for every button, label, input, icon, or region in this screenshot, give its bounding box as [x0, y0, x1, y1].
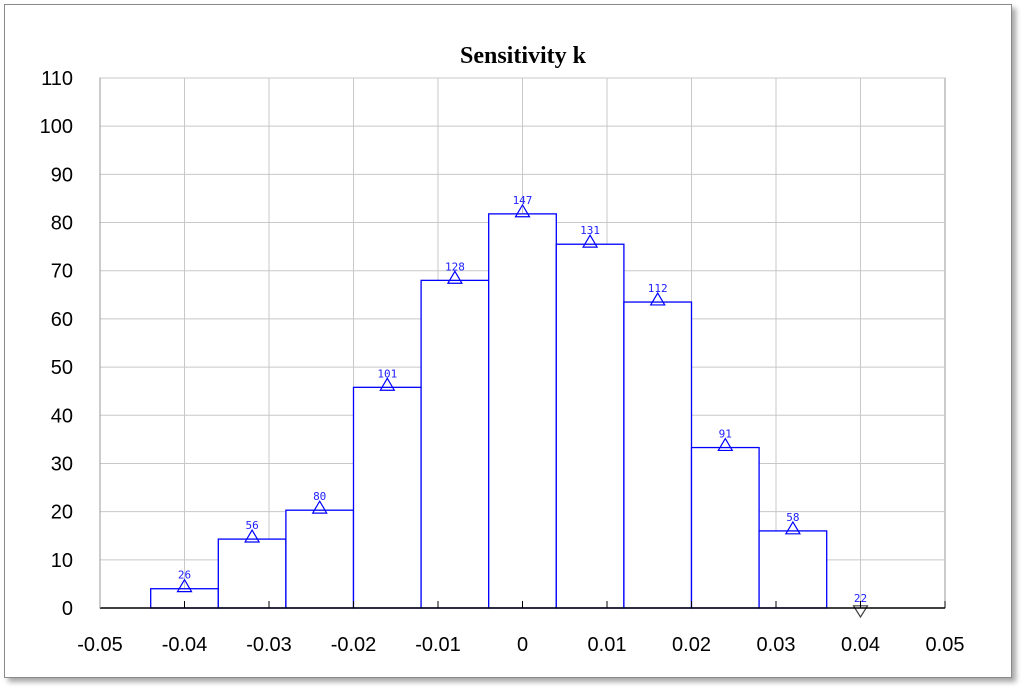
histogram-bar [623, 301, 693, 609]
count-markers: 26 56 80 101 128 147 131 112 91 58 22 [176, 194, 869, 619]
bin-count-label: 131 [580, 224, 600, 237]
x-tick-label: 0.05 [926, 634, 965, 656]
y-tick-label: 20 [51, 502, 73, 524]
triangle-marker [446, 270, 463, 284]
bin-count-label: 112 [648, 282, 668, 295]
x-tick-label: -0.01 [415, 634, 461, 656]
triangle-marker [582, 234, 599, 248]
bin-count-label: 26 [178, 569, 191, 582]
x-axis-tick-labels: -0.05 -0.04 -0.03 -0.02 -0.01 0 0.01 0.02 0.03 0.… [77, 634, 964, 656]
triangle-marker [514, 203, 531, 218]
x-tick-label: 0.01 [588, 634, 627, 656]
histogram-bar [758, 530, 828, 609]
x-tick-label: -0.05 [77, 634, 123, 656]
extra-count-label: 22 [854, 592, 867, 605]
chart-frame: Sensitivity k 26 56 80 101 128 147 131 112 91 58 2… [4, 4, 1012, 678]
triangle-marker [311, 500, 328, 514]
bin-count-label: 56 [245, 519, 258, 532]
triangle-marker [244, 528, 261, 543]
x-tick-label: 0 [517, 634, 528, 656]
histogram-bar [285, 509, 355, 609]
bin-count-label: 101 [377, 367, 397, 380]
y-tick-label: 80 [51, 213, 73, 235]
y-tick-label: 0 [62, 598, 73, 620]
y-tick-label: 40 [51, 405, 73, 427]
histogram-bar [420, 279, 490, 609]
y-tick-label: 90 [51, 164, 73, 186]
x-tick-label: 0.03 [757, 634, 796, 656]
histogram-bar [488, 213, 557, 609]
y-tick-label: 60 [51, 309, 73, 331]
y-axis-tick-labels: 0 10 20 30 40 50 60 70 80 90 100 110 [40, 68, 73, 620]
chart-title: Sensitivity k [460, 43, 587, 69]
histogram-bar [690, 446, 760, 609]
y-tick-label: 100 [40, 116, 73, 138]
histogram-bar [352, 386, 422, 609]
y-tick-label: 30 [51, 453, 73, 475]
triangle-marker [176, 578, 193, 593]
bin-count-label: 91 [719, 428, 732, 441]
x-tick-label: -0.04 [162, 634, 208, 656]
triangle-marker [649, 291, 666, 306]
y-tick-label: 110 [41, 68, 73, 90]
bin-count-label: 128 [445, 260, 465, 273]
bin-count-label: 147 [513, 194, 533, 207]
chart-canvas: Sensitivity k 26568010112814713111291582… [40, 43, 965, 656]
x-tick-label: 0.04 [841, 634, 880, 656]
x-tick-label: -0.02 [331, 634, 377, 656]
y-tick-label: 50 [51, 357, 73, 379]
histogram-bars [150, 213, 828, 609]
triangle-marker [379, 377, 396, 391]
bin-count-label: 80 [313, 490, 326, 503]
histogram-bar [555, 243, 625, 609]
triangle-marker [717, 437, 734, 452]
x-tick-label: -0.03 [246, 634, 292, 656]
axes [99, 78, 946, 609]
histogram-bar [217, 538, 287, 609]
bin-count-label: 58 [786, 511, 799, 524]
grid-lines [99, 77, 946, 609]
triangle-marker [784, 520, 801, 535]
y-tick-label: 10 [51, 550, 73, 572]
y-tick-label: 70 [51, 261, 73, 283]
x-tick-label: 0.02 [672, 634, 711, 656]
